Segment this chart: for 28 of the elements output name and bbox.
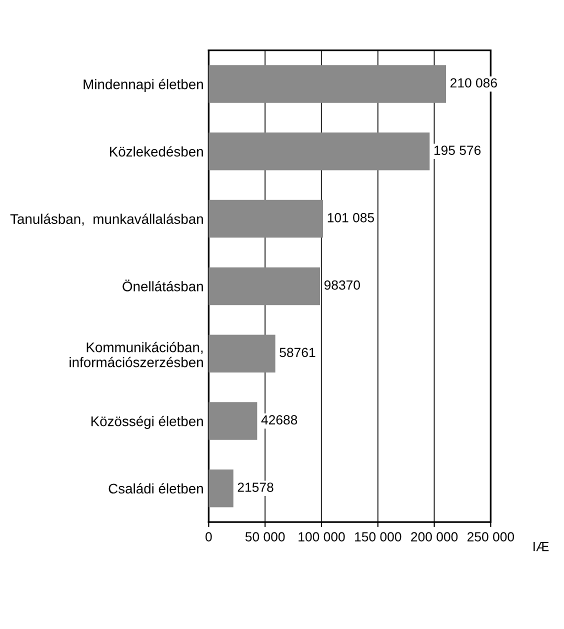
y-tick-label: Kommunikációban, információszerzésben (70, 342, 203, 368)
x-tick-label: 50 000 (245, 532, 285, 542)
x-tick-label: 100 000 (298, 532, 345, 542)
x-tick-label: 250 000 (468, 532, 514, 542)
bar (208, 132, 430, 170)
x-tick-label: 200 000 (411, 532, 458, 542)
data-label: 210 086 (450, 78, 497, 88)
data-label: 101 085 (328, 213, 374, 222)
y-tick-label: Mindennapi életben (84, 78, 203, 92)
y-tick-label: Közösségi életben (91, 416, 203, 429)
bar (208, 469, 234, 508)
data-label: 98370 (324, 280, 360, 290)
y-tick-label: Közlekedésben (110, 146, 203, 157)
y-tick-label: Önellátásban (122, 280, 203, 292)
x-tick-label: 0 (206, 532, 212, 542)
y-tick-label: Családi életben (108, 483, 203, 494)
data-label: 195 576 (434, 146, 481, 155)
x-tick-label: 150 000 (355, 532, 402, 542)
data-label: 58761 (280, 348, 316, 358)
data-label: 42688 (261, 415, 298, 425)
x-axis-title: IÆ (534, 542, 549, 552)
bar (208, 267, 320, 306)
bar (208, 65, 446, 103)
data-label: 21578 (238, 482, 274, 492)
bar (208, 200, 324, 238)
y-tick-label: Tanulásban, munkavállalásban (10, 214, 203, 226)
bar (208, 402, 258, 440)
bar (208, 334, 276, 372)
